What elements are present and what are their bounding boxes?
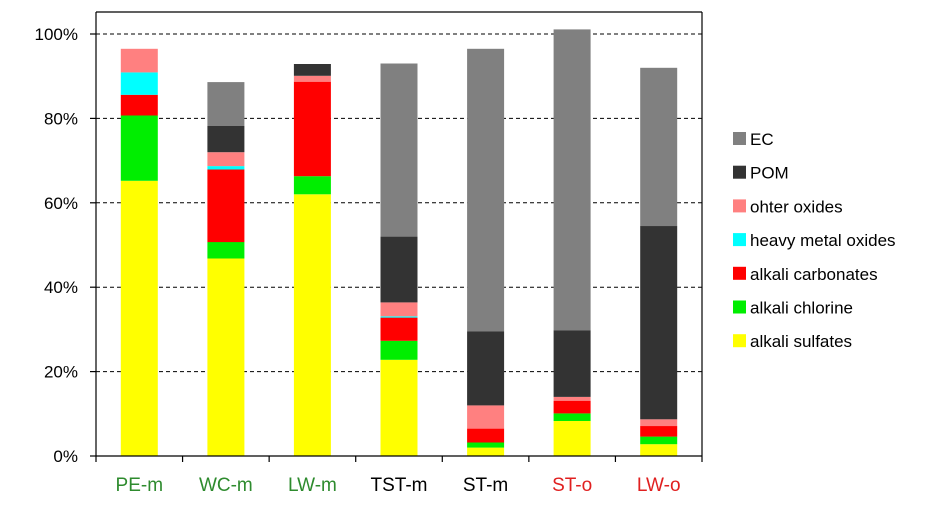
x-tick-label: WC-m bbox=[199, 475, 253, 496]
bar-segment bbox=[120, 94, 158, 116]
bar-segment bbox=[207, 169, 245, 243]
x-tick-label: LW-m bbox=[288, 475, 337, 496]
legend-swatch bbox=[733, 165, 746, 179]
bar-segment bbox=[207, 166, 245, 170]
bar-segment bbox=[553, 29, 591, 331]
bar-segment bbox=[553, 330, 591, 397]
x-ticks: PE-m WC-m LW-m TST-m ST-m ST-o LW-o bbox=[95, 456, 703, 496]
legend-label: alkali sulfates bbox=[750, 332, 852, 351]
bar-segment bbox=[467, 442, 505, 448]
bar-segment bbox=[207, 242, 245, 259]
bar-segment bbox=[553, 413, 591, 421]
bars bbox=[120, 29, 678, 456]
legend-swatch bbox=[733, 132, 746, 145]
y-tick-label: 60% bbox=[44, 194, 78, 213]
bar-segment bbox=[120, 48, 158, 73]
x-tick-label: TST-m bbox=[371, 475, 428, 496]
bar-segment bbox=[380, 317, 418, 341]
bar-segment bbox=[293, 176, 331, 195]
y-tick-label: 0% bbox=[53, 447, 78, 466]
axes bbox=[95, 11, 703, 457]
bar-segment bbox=[467, 447, 505, 456]
legend: EC POM ohter oxides heavy metal oxides alkal… bbox=[733, 130, 896, 351]
y-tick-label: 40% bbox=[44, 278, 78, 297]
bar-segment bbox=[553, 400, 591, 414]
legend-label: EC bbox=[750, 130, 774, 149]
bar-segment bbox=[640, 436, 678, 445]
bar-segment bbox=[207, 82, 245, 126]
y-tick-label: 100% bbox=[35, 25, 78, 44]
bar-segment bbox=[293, 64, 331, 76]
bar-segment bbox=[120, 180, 158, 456]
bar-segment bbox=[640, 426, 678, 437]
bar-segment bbox=[207, 126, 245, 153]
bar-segment bbox=[467, 405, 505, 429]
legend-label: POM bbox=[750, 164, 789, 183]
x-tick-label: PE-m bbox=[116, 475, 164, 496]
legend-swatch bbox=[733, 334, 746, 348]
bar-segment bbox=[380, 316, 418, 318]
legend-swatch bbox=[733, 266, 746, 280]
y-tick-label: 20% bbox=[44, 363, 78, 382]
bar-segment bbox=[293, 75, 331, 82]
bar-segment bbox=[640, 444, 678, 456]
legend-swatch bbox=[733, 233, 746, 247]
bar-segment bbox=[467, 48, 505, 332]
bar-segment bbox=[293, 81, 331, 177]
bar-segment bbox=[467, 428, 505, 443]
y-tick-label: 80% bbox=[44, 109, 78, 128]
legend-label: alkali carbonates bbox=[750, 265, 878, 284]
bar-segment bbox=[640, 67, 678, 227]
bar-segment bbox=[380, 359, 418, 456]
bar-segment bbox=[293, 194, 331, 456]
bar-segment bbox=[207, 258, 245, 456]
bar-segment bbox=[380, 340, 418, 360]
y-ticks: 0% 20% 40% 60% 80% 100% bbox=[35, 25, 96, 466]
x-tick-label: ST-m bbox=[463, 475, 508, 496]
bar-segment bbox=[640, 226, 678, 420]
legend-label: alkali chlorine bbox=[750, 299, 853, 318]
bar-segment bbox=[380, 302, 418, 317]
bar-segment bbox=[467, 331, 505, 406]
legend-swatch bbox=[733, 300, 746, 314]
bar-segment bbox=[380, 236, 418, 303]
x-tick-label: ST-o bbox=[552, 475, 592, 496]
bar-segment bbox=[120, 72, 158, 95]
bar-segment bbox=[553, 396, 591, 401]
legend-label: heavy metal oxides bbox=[750, 231, 896, 250]
bar-segment bbox=[380, 63, 418, 237]
bar-segment bbox=[120, 115, 158, 181]
legend-label: ohter oxides bbox=[750, 197, 843, 216]
bar-segment bbox=[640, 419, 678, 427]
bar-segment bbox=[553, 421, 591, 456]
x-tick-label: LW-o bbox=[637, 475, 681, 496]
bar-segment bbox=[207, 152, 245, 167]
legend-swatch bbox=[733, 199, 746, 213]
